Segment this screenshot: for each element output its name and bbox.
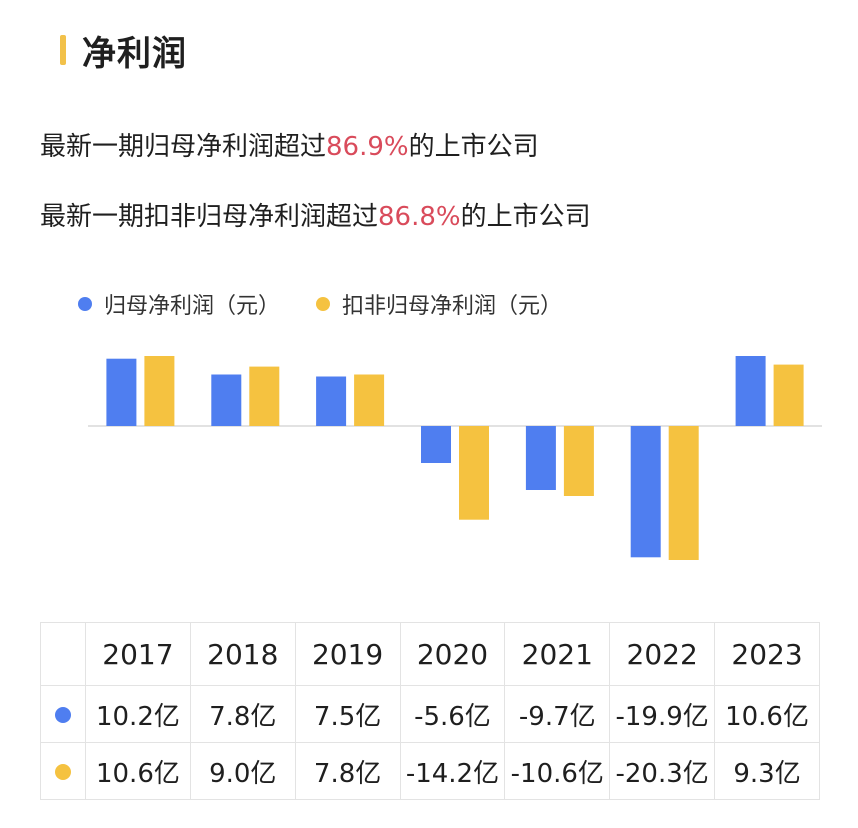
table-cell: 7.8亿 xyxy=(294,742,401,800)
table-header-year: 2020 xyxy=(399,622,506,686)
table-header-row: 2017 2018 2019 2020 2021 2022 2023 xyxy=(40,622,820,686)
bar-chart xyxy=(88,356,822,560)
bar-series-2-2021 xyxy=(563,426,594,496)
table-row-marker-cell xyxy=(40,685,86,743)
table-header-year: 2018 xyxy=(189,622,296,686)
table-cell: 9.3亿 xyxy=(714,742,820,800)
table-cell: -9.7亿 xyxy=(504,685,611,743)
table-corner-cell xyxy=(40,622,86,686)
bar-series-2-2017 xyxy=(144,356,175,426)
summary-line-2-prefix: 最新一期扣非归母净利润超过 xyxy=(40,202,379,232)
section-header: 净利润 xyxy=(60,28,187,74)
table-cell: 10.2亿 xyxy=(85,685,191,743)
bar-series-1-2018 xyxy=(211,374,242,426)
summary-line-1-percent: 86.9% xyxy=(326,132,409,162)
table-header-year: 2021 xyxy=(504,622,611,686)
series-1-dot-icon xyxy=(55,706,71,723)
table-cell: -19.9亿 xyxy=(609,685,716,743)
bar-series-2-2019 xyxy=(354,374,385,426)
table-cell: -20.3亿 xyxy=(609,742,716,800)
bar-series-2-2020 xyxy=(459,426,489,520)
table-row-series-2: 10.6亿 9.0亿 7.8亿 -14.2亿 -10.6亿 -20.3亿 9.3亿 xyxy=(40,742,820,800)
header-accent-bar xyxy=(60,35,66,65)
legend-item-series-2: 扣非归母净利润（元） xyxy=(316,288,562,320)
table-header-year: 2022 xyxy=(609,622,716,686)
data-table: 2017 2018 2019 2020 2021 2022 2023 10.2亿 7.8亿 7.… xyxy=(40,622,820,800)
page-title: 净利润 xyxy=(82,33,187,74)
bar-series-1-2020 xyxy=(421,426,451,463)
series-2-dot-icon xyxy=(55,763,71,780)
bar-series-1-2017 xyxy=(106,358,137,426)
bar-series-2-2018 xyxy=(249,366,280,426)
bar-series-1-2021 xyxy=(525,426,556,490)
table-header-year: 2019 xyxy=(294,622,401,686)
table-cell: 7.8亿 xyxy=(189,685,296,743)
table-cell: 10.6亿 xyxy=(85,742,191,800)
summary-line-2: 最新一期扣非归母净利润超过86.8%的上市公司 xyxy=(40,196,591,233)
table-header-year: 2017 xyxy=(85,622,191,686)
summary-line-1-suffix: 的上市公司 xyxy=(408,132,539,162)
table-cell: -10.6亿 xyxy=(504,742,611,800)
table-cell: -5.6亿 xyxy=(399,685,506,743)
legend-label-series-1: 归母净利润（元） xyxy=(104,294,281,319)
bar-series-2-2023 xyxy=(773,364,804,426)
legend-item-series-1: 归母净利润（元） xyxy=(78,288,280,320)
summary-line-1-prefix: 最新一期归母净利润超过 xyxy=(40,132,327,162)
summary-line-2-suffix: 的上市公司 xyxy=(460,202,591,232)
table-cell: 10.6亿 xyxy=(714,685,820,743)
bar-series-1-2022 xyxy=(630,426,661,558)
legend-dot-series-1 xyxy=(78,297,92,311)
summary-line-1: 最新一期归母净利润超过86.9%的上市公司 xyxy=(40,126,539,163)
legend-dot-series-2 xyxy=(316,297,331,311)
table-cell: 9.0亿 xyxy=(189,742,296,800)
legend-label-series-2: 扣非归母净利润（元） xyxy=(342,294,563,319)
chart-legend: 归母净利润（元） 扣非归母净利润（元） xyxy=(78,288,598,320)
table-row-marker-cell xyxy=(40,742,86,800)
bar-series-1-2023 xyxy=(735,356,766,426)
bar-series-1-2019 xyxy=(316,376,347,426)
table-header-year: 2023 xyxy=(714,622,820,686)
table-cell: 7.5亿 xyxy=(294,685,401,743)
table-row-series-1: 10.2亿 7.8亿 7.5亿 -5.6亿 -9.7亿 -19.9亿 10.6亿 xyxy=(40,685,820,743)
bar-series-2-2022 xyxy=(668,426,699,560)
summary-line-2-percent: 86.8% xyxy=(378,202,461,232)
table-cell: -14.2亿 xyxy=(399,742,506,800)
